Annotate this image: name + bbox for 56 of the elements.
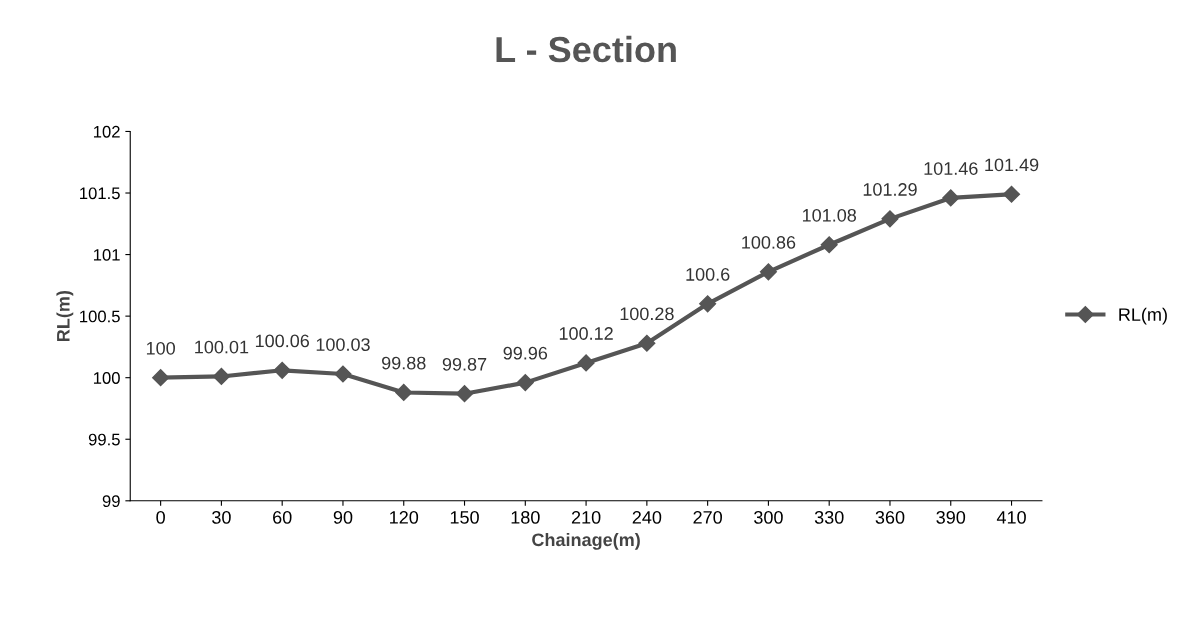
legend-label: RL(m): [1119, 307, 1167, 325]
x-tick-label: 300: [754, 511, 783, 524]
data-label: 100.12: [559, 327, 613, 340]
point: [942, 189, 960, 207]
point: [455, 385, 474, 403]
point: [152, 369, 170, 387]
point: [395, 383, 413, 402]
y-tick-label: 100: [93, 372, 120, 384]
point: [212, 367, 230, 386]
data-label: 101.49: [985, 158, 1039, 172]
point: [820, 236, 838, 254]
x-tick-label: 60: [273, 511, 292, 524]
data-label: 101.08: [802, 208, 857, 222]
x-tick-label: 210: [571, 511, 601, 524]
data-label: 100: [146, 341, 175, 355]
data-label: 100.6: [686, 268, 730, 281]
data-label: 99.96: [503, 346, 548, 360]
x-axis-title: Chainage(m): [532, 532, 640, 550]
point: [516, 374, 534, 392]
y-tick-label: 100.5: [80, 310, 120, 323]
x-tick-label: 0: [156, 511, 165, 524]
x-tick-label: 180: [511, 511, 540, 524]
chart-title: L - Section: [496, 35, 676, 63]
x-tick-label: 390: [936, 511, 966, 524]
y-tick-label: 99: [102, 495, 120, 507]
point: [759, 263, 777, 281]
y-tick-label: 102: [93, 125, 120, 138]
x-tick-label: 150: [450, 511, 479, 524]
data-label: 99.88: [382, 356, 426, 370]
x-tick-label: 120: [390, 511, 419, 524]
y-tick-label: 101: [93, 248, 120, 261]
data-label: 100.01: [195, 340, 249, 354]
y-tick-label: 101.5: [80, 187, 120, 200]
data-label: 99.87: [442, 357, 487, 371]
x-tick-label: 270: [693, 511, 722, 524]
data-label: 100.06: [255, 334, 310, 348]
point: [577, 354, 595, 372]
point: [273, 361, 291, 379]
x-tick-label: 360: [875, 511, 905, 524]
data-label: 100.86: [742, 236, 796, 249]
x-tick-label: 240: [632, 511, 662, 524]
x-tick-label: 410: [996, 511, 1026, 524]
point: [334, 365, 352, 383]
y-tick-label: 99.5: [88, 433, 120, 446]
point: [881, 210, 899, 228]
x-tick-label: 330: [814, 511, 844, 524]
x-tick-label: 90: [333, 511, 353, 524]
data-label: 101.29: [863, 183, 917, 196]
x-tick-label: 30: [212, 511, 231, 524]
data-label: 100.28: [620, 307, 674, 321]
data-label: 101.46: [924, 162, 978, 175]
y-axis-title: RL(m): [56, 290, 74, 341]
point: [699, 295, 717, 313]
data-label: 100.03: [316, 338, 370, 351]
point: [1002, 185, 1021, 203]
point: [638, 334, 656, 352]
